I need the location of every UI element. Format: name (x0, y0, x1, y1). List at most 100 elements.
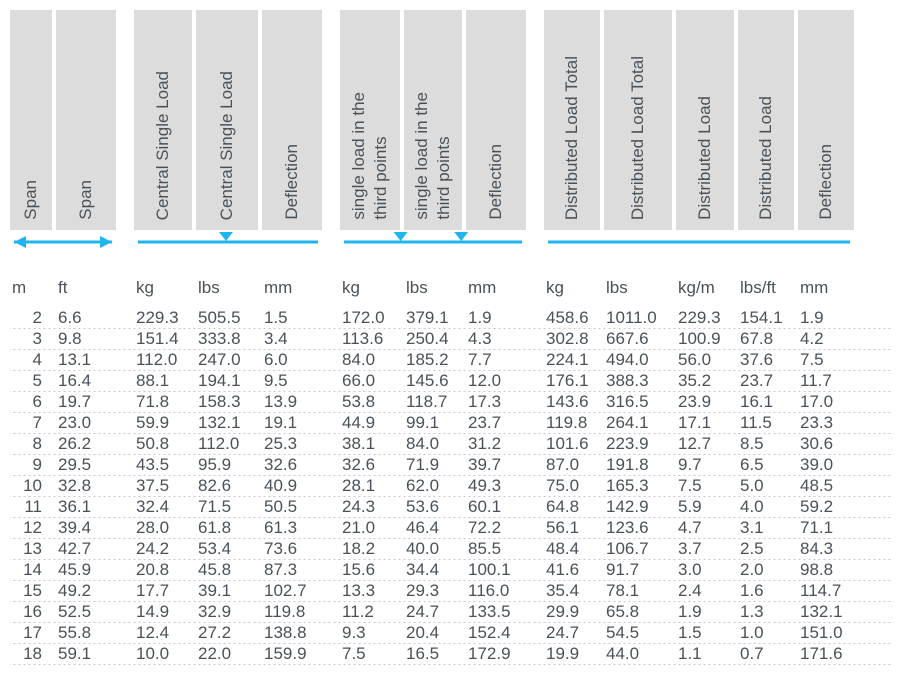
table-cell: 106.7 (604, 539, 676, 559)
table-row: 1032.837.582.640.928.162.049.375.0165.37… (10, 476, 892, 497)
header-cell: Span (10, 10, 52, 230)
table-cell: 28.0 (134, 518, 196, 538)
table-cell: 59.1 (56, 644, 120, 664)
table-cell: 9.7 (676, 455, 738, 475)
indicator-group (544, 232, 858, 252)
table-cell: 100.9 (676, 329, 738, 349)
table-cell: 264.1 (604, 413, 676, 433)
table-cell: 9.5 (262, 371, 326, 391)
table-cell: 176.1 (544, 371, 604, 391)
table-cell: 66.0 (340, 371, 404, 391)
table-cell: 78.1 (604, 581, 676, 601)
table-cell: 185.2 (404, 350, 466, 370)
table-cell: 194.1 (196, 371, 262, 391)
table-row: 723.059.9132.119.144.999.123.7119.8264.1… (10, 413, 892, 434)
table-cell: 50.5 (262, 497, 326, 517)
table-cell: 9 (10, 455, 56, 475)
table-cell: 24.3 (340, 497, 404, 517)
table-cell: 45.9 (56, 560, 120, 580)
table-cell: 44.9 (340, 413, 404, 433)
table-cell: 71.9 (404, 455, 466, 475)
table-cell: 5.0 (738, 476, 798, 496)
table-cell: 59.9 (134, 413, 196, 433)
table-cell: 23.7 (738, 371, 798, 391)
table-cell: 7.5 (676, 476, 738, 496)
table-cell: 71.5 (196, 497, 262, 517)
table-cell: 152.4 (466, 623, 530, 643)
table-cell: 62.0 (404, 476, 466, 496)
table-cell: 3.0 (676, 560, 738, 580)
table-cell: 84.0 (404, 434, 466, 454)
header-label: Deflection (816, 136, 836, 220)
table-cell: 4.2 (798, 329, 858, 349)
table-cell: 101.6 (544, 434, 604, 454)
table-cell: 333.8 (196, 329, 262, 349)
table-cell: 16.4 (56, 371, 120, 391)
table-cell: 6 (10, 392, 56, 412)
table-cell: 100.1 (466, 560, 530, 580)
table-cell: 21.0 (340, 518, 404, 538)
table-cell: 84.0 (340, 350, 404, 370)
table-cell: 98.8 (798, 560, 858, 580)
table-cell: 17.0 (798, 392, 858, 412)
indicator-row (10, 232, 892, 252)
table-cell: 23.3 (798, 413, 858, 433)
table-cell: 172.9 (466, 644, 530, 664)
table-cell: 19.9 (544, 644, 604, 664)
table-cell: 91.7 (604, 560, 676, 580)
unit-label: kg/m (676, 278, 738, 298)
header-label: Deflection (282, 136, 302, 220)
table-cell: 2.4 (676, 581, 738, 601)
table-row: 26.6229.3505.51.5172.0379.11.9458.61011.… (10, 308, 892, 329)
table-row: 39.8151.4333.83.4113.6250.44.3302.8667.6… (10, 329, 892, 350)
table-cell: 11.5 (738, 413, 798, 433)
table-cell: 44.0 (604, 644, 676, 664)
table-cell: 119.8 (262, 602, 326, 622)
table-cell: 56.0 (676, 350, 738, 370)
table-cell: 65.8 (604, 602, 676, 622)
table-cell: 151.4 (134, 329, 196, 349)
unit-label: mm (798, 278, 858, 298)
unit-label: lbs/ft (738, 278, 798, 298)
table-cell: 32.6 (340, 455, 404, 475)
table-cell: 14.9 (134, 602, 196, 622)
header-label: Distributed Load (756, 88, 776, 220)
table-cell: 53.8 (340, 392, 404, 412)
header-cell: Distributed Load (738, 10, 794, 230)
table-cell: 19.1 (262, 413, 326, 433)
table-cell: 29.9 (544, 602, 604, 622)
table-cell: 88.1 (134, 371, 196, 391)
table-row: 619.771.8158.313.953.8118.717.3143.6316.… (10, 392, 892, 413)
table-row: 929.543.595.932.632.671.939.787.0191.89.… (10, 455, 892, 476)
table-cell: 45.8 (196, 560, 262, 580)
table-cell: 38.1 (340, 434, 404, 454)
table-cell: 49.3 (466, 476, 530, 496)
table-cell: 40.0 (404, 539, 466, 559)
table-cell: 75.0 (544, 476, 604, 496)
unit-label: ft (56, 278, 120, 298)
table-cell: 11.2 (340, 602, 404, 622)
unit-label: lbs (604, 278, 676, 298)
indicator-svg (134, 232, 326, 252)
table-cell: 6.6 (56, 308, 120, 328)
table-cell: 1.5 (676, 623, 738, 643)
table-cell: 64.8 (544, 497, 604, 517)
table-cell: 26.2 (56, 434, 120, 454)
headers-row: SpanSpanCentral Single LoadCentral Singl… (10, 10, 892, 230)
table-cell: 87.0 (544, 455, 604, 475)
table-cell: 316.5 (604, 392, 676, 412)
table-cell: 60.1 (466, 497, 530, 517)
unit-label: lbs (404, 278, 466, 298)
table-cell: 23.7 (466, 413, 530, 433)
table-cell: 36.1 (56, 497, 120, 517)
table-cell: 7.5 (340, 644, 404, 664)
table-cell: 116.0 (466, 581, 530, 601)
table-cell: 1.6 (738, 581, 798, 601)
table-cell: 11.7 (798, 371, 858, 391)
header-cell: single load in thethird points (404, 10, 462, 230)
table-cell: 39.0 (798, 455, 858, 475)
header-label: Span (21, 172, 41, 220)
table-cell: 35.2 (676, 371, 738, 391)
table-cell: 28.1 (340, 476, 404, 496)
table-cell: 102.7 (262, 581, 326, 601)
